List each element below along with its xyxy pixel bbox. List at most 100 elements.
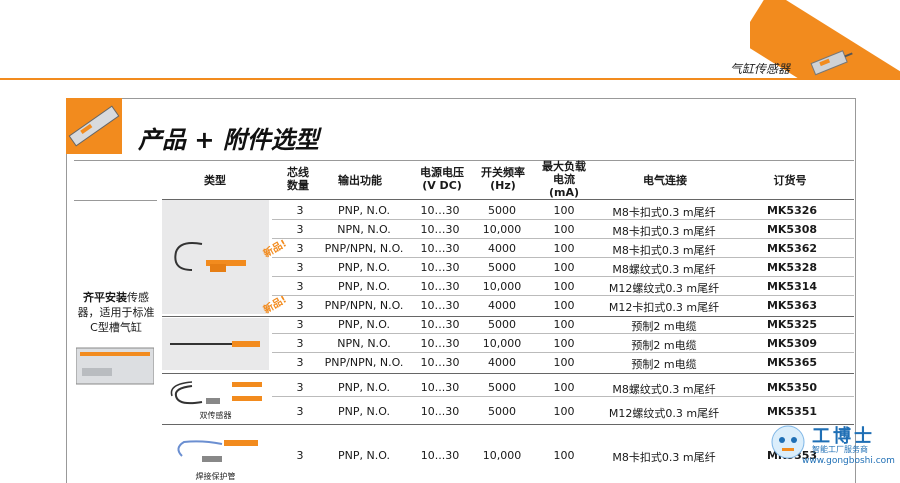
cell-order: MK5328 xyxy=(766,261,818,274)
page-title: 产品 + 附件选型 xyxy=(138,126,319,154)
cell-cores: 3 xyxy=(296,318,304,331)
watermark-brand: 工博士 xyxy=(812,426,875,447)
row-divider xyxy=(272,333,854,334)
cell-connection: M8螺纹式0.3 m尾纤 xyxy=(612,383,716,396)
cell-cores: 3 xyxy=(296,356,304,369)
cell-voltage: 10…30 xyxy=(420,356,460,369)
cell-order: MK5350 xyxy=(766,381,818,394)
cell-cores: 3 xyxy=(296,242,304,255)
group-rule-3 xyxy=(162,424,854,425)
cylinder-icon xyxy=(810,50,853,76)
cell-freq: 10,000 xyxy=(482,223,522,236)
cell-current: 100 xyxy=(553,449,575,462)
cell-freq: 10,000 xyxy=(482,337,522,350)
cell-connection: M8卡扣式0.3 m尾纤 xyxy=(612,244,716,257)
cell-connection: M8卡扣式0.3 m尾纤 xyxy=(612,451,716,464)
cell-order: MK5308 xyxy=(766,223,818,236)
table-row: 3 PNP/NPN, N.O. 10…30 4000 100 预制2 m电缆 MK5365 xyxy=(272,353,854,372)
cell-current: 100 xyxy=(553,242,575,255)
row-divider xyxy=(272,276,854,277)
cell-cores: 3 xyxy=(296,204,304,217)
product-image-weld xyxy=(162,428,269,483)
cell-output: PNP, N.O. xyxy=(338,204,390,217)
cell-cores: 3 xyxy=(296,280,304,293)
table-row: 3 PNP, N.O. 10…30 5000 100 预制2 m电缆 MK5325 xyxy=(272,315,854,334)
product-thumbnail-icon xyxy=(66,98,122,154)
cell-output: PNP, N.O. xyxy=(338,318,390,331)
product-image-cable xyxy=(162,318,269,370)
cell-voltage: 10…30 xyxy=(420,204,460,217)
group-rule-1 xyxy=(162,316,854,317)
cell-order: MK5351 xyxy=(766,405,818,418)
cell-order: MK5363 xyxy=(766,299,818,312)
product-image-dual xyxy=(162,376,269,420)
cell-output: PNP, N.O. xyxy=(338,381,390,394)
header-connection: 电气连接 xyxy=(643,174,687,187)
cell-current: 100 xyxy=(553,204,575,217)
cell-cores: 3 xyxy=(296,337,304,350)
cell-current: 100 xyxy=(553,405,575,418)
cell-current: 100 xyxy=(553,381,575,394)
row-divider xyxy=(272,219,854,220)
row-divider xyxy=(272,396,854,397)
cell-order: MK5326 xyxy=(766,204,818,217)
watermark-subtitle: 智能工厂服务商 xyxy=(812,445,868,454)
cell-voltage: 10…30 xyxy=(420,337,460,350)
cell-voltage: 10…30 xyxy=(420,318,460,331)
row-divider xyxy=(272,238,854,239)
cell-current: 100 xyxy=(553,318,575,331)
cell-connection: M8卡扣式0.3 m尾纤 xyxy=(612,206,716,219)
watermark: 工博士 智能工厂服务商 www.gongboshi.com xyxy=(762,418,900,483)
cylinder-mount-icon xyxy=(76,347,154,385)
left-category-label: 齐平安装传感器，适用于标准C型槽气缸 xyxy=(77,291,155,334)
cell-connection: 预制2 m电缆 xyxy=(631,358,697,371)
row-divider xyxy=(272,352,854,353)
cell-output: PNP, N.O. xyxy=(338,405,390,418)
cell-connection: 预制2 m电缆 xyxy=(631,320,697,333)
category-label: 气缸传感器 xyxy=(730,62,791,76)
table-row: 3 PNP, N.O. 10...30 5000 100 M8螺纹式0.3 m尾纤 MK53… xyxy=(272,378,854,397)
cell-connection: M12螺纹式0.3 m尾纤 xyxy=(608,407,720,420)
cell-current: 100 xyxy=(553,356,575,369)
header-type: 类型 xyxy=(204,174,226,187)
cell-cores: 3 xyxy=(296,223,304,236)
cell-voltage: 10...30 xyxy=(420,449,460,462)
cell-cores: 3 xyxy=(296,381,304,394)
table-row: 3 NPN, N.O. 10…30 10,000 100 M8卡扣式0.3 m尾纤 MK53… xyxy=(272,220,854,239)
cell-output: PNP, N.O. xyxy=(338,449,390,462)
cell-connection: M12螺纹式0.3 m尾纤 xyxy=(608,282,720,295)
cell-voltage: 10…30 xyxy=(420,223,460,236)
row-divider xyxy=(272,295,854,296)
cell-order: MK5362 xyxy=(766,242,818,255)
cell-freq: 4000 xyxy=(488,299,516,312)
caption-dual-sensor: 双传感器 xyxy=(199,411,232,420)
cell-voltage: 10...30 xyxy=(420,405,460,418)
table-row: 3 PNP/NPN, N.O. 10…30 4000 100 M12卡扣式0.3 m尾纤 M… xyxy=(272,296,854,315)
cell-output: PNP/NPN, N.O. xyxy=(324,299,404,312)
cell-cores: 3 xyxy=(296,405,304,418)
selection-panel xyxy=(66,98,856,483)
cell-current: 100 xyxy=(553,280,575,293)
cell-freq: 5000 xyxy=(488,261,516,274)
cell-cores: 3 xyxy=(296,449,304,462)
cell-output: PNP/NPN, N.O. xyxy=(324,242,404,255)
table-row: 3 NPN, N.O. 10…30 10,000 100 预制2 m电缆 MK5309 xyxy=(272,334,854,353)
cell-cores: 3 xyxy=(296,261,304,274)
cell-freq: 10,000 xyxy=(482,280,522,293)
table-row: 3 PNP, N.O. 10…30 5000 100 M8螺纹式0.3 m尾纤 MK5328 xyxy=(272,258,854,277)
cell-connection: M8卡扣式0.3 m尾纤 xyxy=(612,225,716,238)
table-top-rule xyxy=(162,199,854,200)
header-current: 最大负载 电流 (mA) xyxy=(542,160,586,199)
header-frequency: 开关频率 (Hz) xyxy=(481,166,525,192)
cell-connection: M12卡扣式0.3 m尾纤 xyxy=(608,301,720,314)
cell-freq: 4000 xyxy=(488,356,516,369)
cell-order: MK5309 xyxy=(766,337,818,350)
cell-output: NPN, N.O. xyxy=(337,223,391,236)
product-image-flush xyxy=(162,200,269,314)
cell-voltage: 10…30 xyxy=(420,261,460,274)
cell-output: PNP, N.O. xyxy=(338,261,390,274)
cell-current: 100 xyxy=(553,223,575,236)
cell-order: MK5365 xyxy=(766,356,818,369)
watermark-url: www.gongboshi.com xyxy=(802,456,895,466)
table-row: 3 PNP, N.O. 10...30 5000 100 M12螺纹式0.3 m尾纤 MK5… xyxy=(272,402,854,421)
